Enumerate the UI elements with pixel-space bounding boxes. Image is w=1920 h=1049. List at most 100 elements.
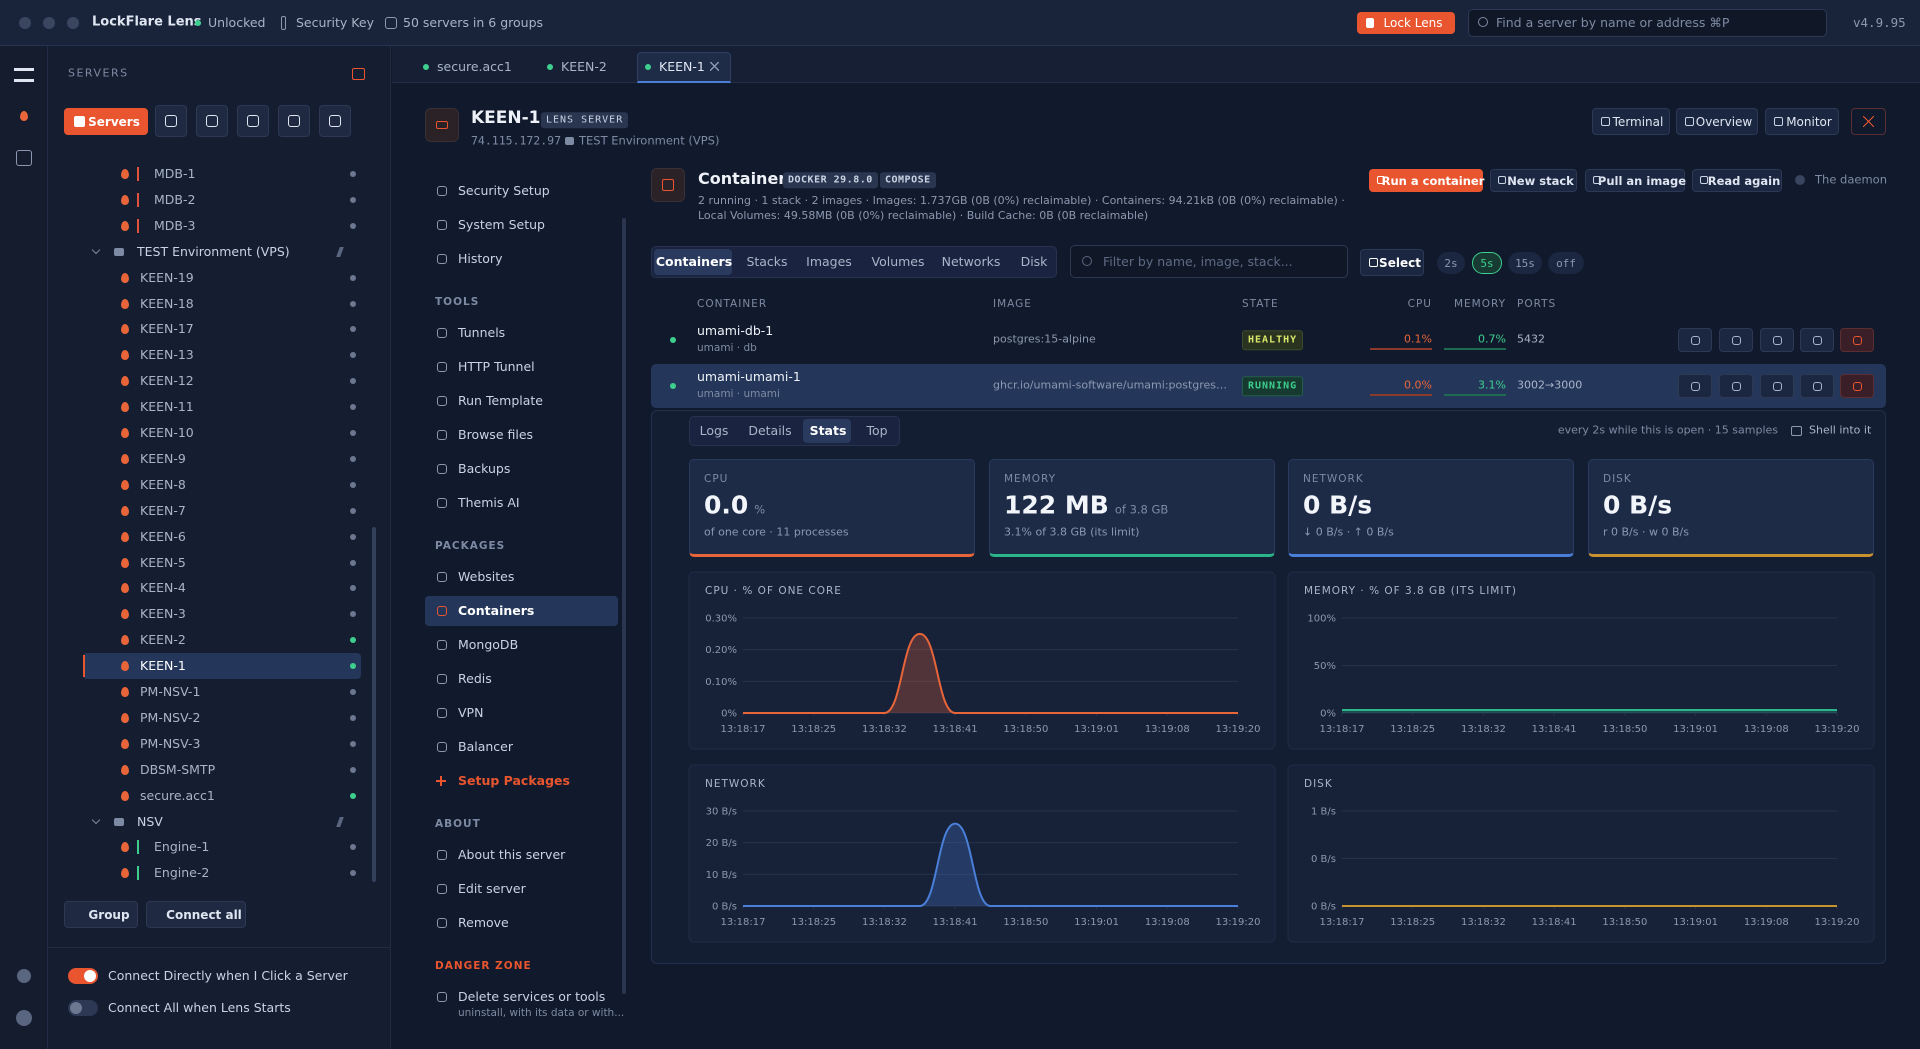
sidebar-button[interactable]: Group bbox=[64, 901, 138, 928]
group-name[interactable]: NSV bbox=[137, 813, 163, 829]
interval-option[interactable]: 15s bbox=[1508, 252, 1542, 274]
server-name[interactable]: KEEN-18 bbox=[140, 295, 194, 311]
server-name[interactable]: Engine-2 bbox=[154, 864, 210, 880]
containers-tab[interactable]: Images bbox=[806, 253, 852, 269]
containers-tab[interactable]: Volumes bbox=[871, 253, 925, 269]
server-name[interactable]: KEEN-1 bbox=[140, 657, 186, 673]
daemon-link[interactable]: The daemon bbox=[1815, 172, 1887, 187]
server-name[interactable]: PM-NSV-2 bbox=[140, 709, 201, 725]
detail-tab[interactable]: Logs bbox=[699, 422, 729, 438]
sidebar-button[interactable]: Connect all bbox=[146, 901, 246, 928]
server-name[interactable]: MDB-1 bbox=[154, 165, 196, 181]
nav-item[interactable]: Security Setup bbox=[458, 182, 550, 198]
server-name[interactable]: KEEN-11 bbox=[140, 398, 194, 414]
containers-tab[interactable]: Disk bbox=[1020, 253, 1048, 269]
filter-box[interactable] bbox=[1070, 245, 1348, 278]
container-name[interactable]: umami-db-1 bbox=[697, 322, 774, 338]
detail-tab[interactable]: Stats bbox=[809, 422, 847, 438]
nav-item[interactable]: Remove bbox=[458, 914, 509, 930]
interval-option[interactable]: off bbox=[1548, 252, 1584, 274]
nav-item[interactable]: MongoDB bbox=[458, 636, 519, 652]
tab-label[interactable]: secure.acc1 bbox=[437, 58, 512, 74]
nav-item[interactable]: HTTP Tunnel bbox=[458, 358, 535, 374]
header-action[interactable]: Monitor bbox=[1765, 108, 1839, 135]
tab-label[interactable]: KEEN-1 bbox=[659, 58, 705, 74]
row-action[interactable] bbox=[1760, 328, 1794, 352]
nav-item[interactable]: About this server bbox=[458, 846, 566, 862]
nav-item[interactable]: Delete services or tools bbox=[458, 988, 606, 1004]
server-name[interactable]: KEEN-13 bbox=[140, 346, 194, 362]
nav-item[interactable]: Websites bbox=[458, 568, 515, 584]
server-name[interactable]: PM-NSV-1 bbox=[140, 683, 201, 699]
header-action[interactable]: Terminal bbox=[1592, 108, 1670, 135]
select-button[interactable]: Select bbox=[1360, 249, 1424, 276]
sidebar-tool[interactable] bbox=[278, 105, 310, 137]
server-name[interactable]: KEEN-10 bbox=[140, 424, 194, 440]
close-button[interactable] bbox=[1851, 108, 1886, 135]
nav-item[interactable]: Themis AI bbox=[458, 494, 520, 510]
row-action[interactable] bbox=[1719, 374, 1753, 398]
nav-item[interactable]: Setup Packages bbox=[458, 772, 570, 788]
container-name[interactable]: umami-umami-1 bbox=[697, 368, 801, 384]
containers-tab[interactable]: Containers bbox=[655, 253, 733, 269]
containers-action[interactable]: New stack bbox=[1490, 169, 1577, 192]
server-name[interactable]: KEEN-6 bbox=[140, 528, 186, 544]
server-name[interactable]: KEEN-8 bbox=[140, 476, 186, 492]
server-name[interactable]: Engine-1 bbox=[154, 838, 210, 854]
sidebar-tool[interactable] bbox=[196, 105, 228, 137]
detail-tab[interactable]: Details bbox=[748, 422, 792, 438]
server-name[interactable]: PM-NSV-3 bbox=[140, 735, 201, 751]
server-name[interactable]: MDB-2 bbox=[154, 191, 196, 207]
lock-lens-button[interactable]: Lock Lens bbox=[1357, 12, 1455, 34]
server-name[interactable]: KEEN-5 bbox=[140, 554, 186, 570]
tab-close[interactable] bbox=[710, 62, 719, 71]
server-name[interactable]: KEEN-2 bbox=[140, 631, 186, 647]
nav-item[interactable]: VPN bbox=[458, 704, 484, 720]
containers-action[interactable]: Run a container bbox=[1369, 169, 1484, 192]
containers-tab[interactable]: Stacks bbox=[746, 253, 788, 269]
sidebar-tool[interactable] bbox=[155, 105, 187, 137]
row-action[interactable] bbox=[1800, 374, 1834, 398]
row-action[interactable] bbox=[1760, 374, 1794, 398]
sidebar-tool[interactable] bbox=[237, 105, 269, 137]
nav-item[interactable]: History bbox=[458, 250, 503, 266]
server-name[interactable]: secure.acc1 bbox=[140, 787, 215, 803]
header-action[interactable]: Overview bbox=[1676, 108, 1758, 135]
server-name[interactable]: KEEN-9 bbox=[140, 450, 186, 466]
row-action[interactable] bbox=[1840, 328, 1874, 352]
server-name[interactable]: KEEN-4 bbox=[140, 579, 186, 595]
search-box[interactable] bbox=[1468, 9, 1827, 37]
interval-option[interactable]: 5s bbox=[1472, 252, 1502, 274]
nav-item[interactable]: Browse files bbox=[458, 426, 534, 442]
server-name[interactable]: KEEN-19 bbox=[140, 269, 194, 285]
servers-tab[interactable]: Servers bbox=[64, 108, 148, 135]
server-name[interactable]: KEEN-3 bbox=[140, 605, 186, 621]
server-name[interactable]: KEEN-7 bbox=[140, 502, 186, 518]
interval-option[interactable]: 2s bbox=[1437, 252, 1465, 274]
server-name[interactable]: DBSM-SMTP bbox=[140, 761, 216, 777]
row-action[interactable] bbox=[1840, 374, 1874, 398]
row-action[interactable] bbox=[1678, 374, 1712, 398]
nav-item[interactable]: Backups bbox=[458, 460, 511, 476]
nav-item[interactable]: Redis bbox=[458, 670, 492, 686]
tab-label[interactable]: KEEN-2 bbox=[561, 58, 607, 74]
nav-item[interactable]: System Setup bbox=[458, 216, 545, 232]
server-name[interactable]: MDB-3 bbox=[154, 217, 196, 233]
nav-item[interactable]: Edit server bbox=[458, 880, 526, 896]
server-name[interactable]: KEEN-12 bbox=[140, 372, 194, 388]
row-action[interactable] bbox=[1800, 328, 1834, 352]
row-action[interactable] bbox=[1678, 328, 1712, 352]
nav-item[interactable]: Run Template bbox=[458, 392, 543, 408]
containers-action[interactable]: Read again bbox=[1692, 169, 1782, 192]
sidebar-tool[interactable] bbox=[319, 105, 351, 137]
row-action[interactable] bbox=[1719, 328, 1753, 352]
containers-action[interactable]: Pull an image bbox=[1585, 169, 1686, 192]
nav-item[interactable]: Balancer bbox=[458, 738, 513, 754]
nav-item[interactable]: Tunnels bbox=[458, 324, 506, 340]
nav-item[interactable]: Containers bbox=[458, 602, 535, 618]
collapse-icon[interactable] bbox=[352, 68, 365, 80]
containers-tab[interactable]: Networks bbox=[941, 253, 1001, 269]
rail-servers[interactable] bbox=[14, 68, 34, 82]
server-name[interactable]: KEEN-17 bbox=[140, 320, 194, 336]
shell-link[interactable]: Shell into it bbox=[1809, 423, 1872, 437]
